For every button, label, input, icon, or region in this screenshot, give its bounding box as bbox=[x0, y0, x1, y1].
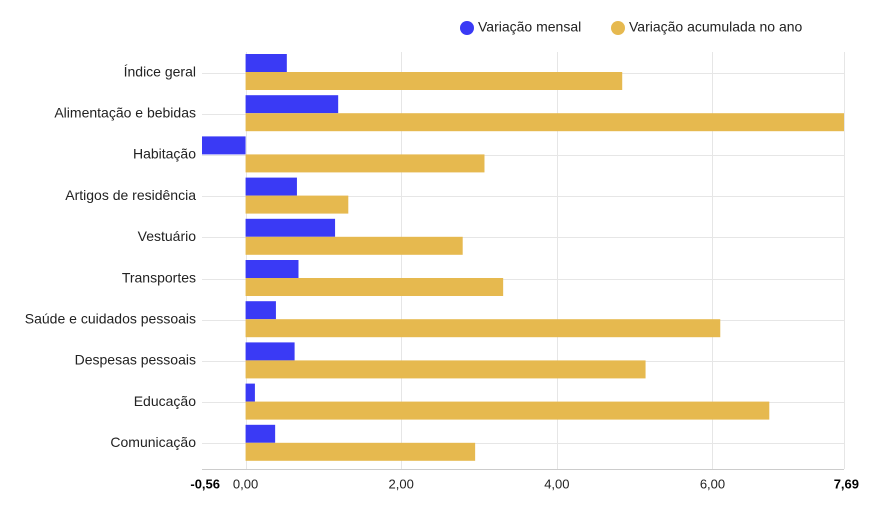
category-label: Educação bbox=[134, 393, 196, 409]
bar-variacao-mensal[interactable] bbox=[245, 54, 287, 72]
bar-variacao-mensal[interactable] bbox=[245, 218, 336, 237]
category-label: Despesas pessoais bbox=[75, 352, 196, 368]
category-label: Alimentação e bebidas bbox=[54, 105, 196, 121]
legend: Variação mensal Variação acumulada no ano bbox=[460, 19, 803, 35]
bar-variacao-mensal[interactable] bbox=[245, 177, 297, 196]
bar-variacao-acumulada[interactable] bbox=[245, 319, 721, 338]
category-label: Comunicação bbox=[110, 434, 196, 450]
legend-label-acumulada[interactable]: Variação acumulada no ano bbox=[629, 19, 803, 35]
category-label: Índice geral bbox=[124, 63, 196, 79]
bar-variacao-acumulada[interactable] bbox=[245, 113, 844, 132]
bar-variacao-acumulada[interactable] bbox=[245, 442, 476, 461]
bar-variacao-acumulada[interactable] bbox=[245, 154, 485, 173]
legend-label-mensal[interactable]: Variação mensal bbox=[478, 19, 581, 35]
bars bbox=[202, 54, 844, 461]
category-label: Vestuário bbox=[138, 228, 197, 244]
category-label: Transportes bbox=[122, 269, 196, 285]
x-tick-label: 7,69 bbox=[834, 476, 859, 491]
bar-variacao-mensal[interactable] bbox=[245, 424, 276, 443]
bar-variacao-acumulada[interactable] bbox=[245, 236, 463, 255]
bar-variacao-mensal[interactable] bbox=[245, 95, 339, 114]
bar-variacao-mensal[interactable] bbox=[245, 260, 299, 278]
bar-variacao-mensal[interactable] bbox=[245, 342, 295, 361]
bar-variacao-mensal[interactable] bbox=[245, 383, 255, 402]
category-labels: Índice geral Alimentação e bebidas Habitaç… bbox=[25, 63, 196, 450]
legend-swatch-mensal bbox=[460, 21, 474, 35]
bar-variacao-mensal[interactable] bbox=[245, 301, 276, 320]
bar-variacao-acumulada[interactable] bbox=[245, 195, 349, 214]
category-label: Habitação bbox=[133, 146, 196, 162]
x-tick-label: 2,00 bbox=[389, 476, 414, 491]
x-tick-label: 4,00 bbox=[544, 476, 569, 491]
bar-variacao-acumulada[interactable] bbox=[245, 401, 770, 420]
bar-variacao-acumulada[interactable] bbox=[245, 72, 623, 90]
x-tick-label: -0,56 bbox=[190, 476, 220, 491]
x-tick-label: 6,00 bbox=[700, 476, 725, 491]
x-axis: -0,56 0,00 2,00 4,00 6,00 7,69 bbox=[190, 476, 859, 491]
category-label: Artigos de residência bbox=[65, 187, 196, 203]
bar-variacao-acumulada[interactable] bbox=[245, 360, 646, 379]
bar-variacao-acumulada[interactable] bbox=[245, 278, 504, 296]
legend-swatch-acumulada bbox=[611, 21, 625, 35]
bar-variacao-mensal[interactable] bbox=[202, 136, 246, 155]
x-tick-label: 0,00 bbox=[233, 476, 258, 491]
category-label: Saúde e cuidados pessoais bbox=[25, 311, 196, 327]
